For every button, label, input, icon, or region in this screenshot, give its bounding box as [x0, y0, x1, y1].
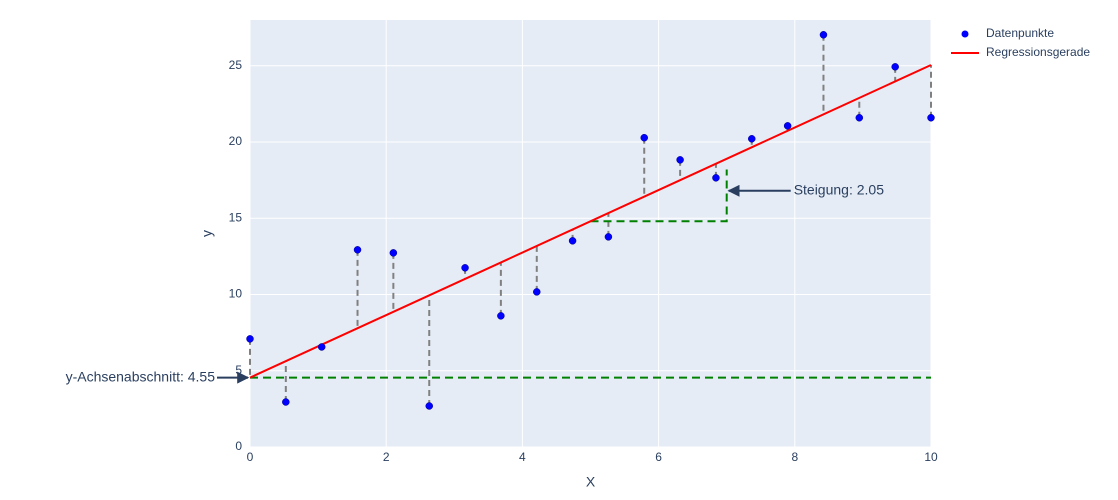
data-point — [568, 237, 577, 245]
data-point — [819, 31, 828, 39]
x-tick-label: 8 — [791, 450, 798, 464]
y-tick-label: 25 — [229, 58, 243, 72]
data-point — [676, 156, 684, 164]
x-tick-label: 10 — [924, 450, 938, 464]
data-point — [748, 135, 756, 143]
data-point — [604, 233, 613, 241]
y-tick-label: 15 — [229, 210, 243, 224]
annotation-text: y-Achsenabschnitt: 4.55 — [66, 368, 216, 384]
y-tick-label: 10 — [229, 287, 243, 301]
legend-label: Datenpunkte — [986, 26, 1054, 40]
legend-label: Regressionsgerade — [986, 45, 1090, 59]
x-tick-label: 0 — [247, 450, 254, 464]
data-point — [353, 246, 362, 254]
x-tick-label: 4 — [519, 450, 526, 464]
plot-area — [250, 20, 931, 447]
y-tick-label: 20 — [229, 134, 243, 148]
data-point — [855, 114, 864, 122]
x-tick-label: 2 — [383, 450, 390, 464]
x-axis-title: X — [586, 474, 596, 490]
legend-marker — [961, 30, 969, 38]
data-point — [282, 398, 290, 406]
data-point — [640, 133, 648, 142]
data-point — [783, 122, 792, 130]
data-point — [927, 114, 935, 122]
data-point — [389, 249, 398, 257]
data-point — [497, 312, 505, 320]
data-point — [712, 174, 720, 182]
guide-line — [590, 169, 728, 223]
data-point — [533, 288, 541, 296]
x-tick-label: 6 — [655, 450, 662, 464]
y-tick-label: 0 — [235, 439, 242, 453]
data-point — [317, 343, 326, 351]
data-point — [461, 264, 469, 272]
y-tick-label: 5 — [235, 363, 242, 377]
data-point — [891, 63, 899, 71]
annotation-text: Steigung: 2.05 — [794, 182, 885, 198]
data-point — [425, 402, 433, 410]
regression-line — [249, 64, 932, 379]
y-axis-title: y — [199, 230, 215, 237]
data-point — [246, 335, 254, 343]
